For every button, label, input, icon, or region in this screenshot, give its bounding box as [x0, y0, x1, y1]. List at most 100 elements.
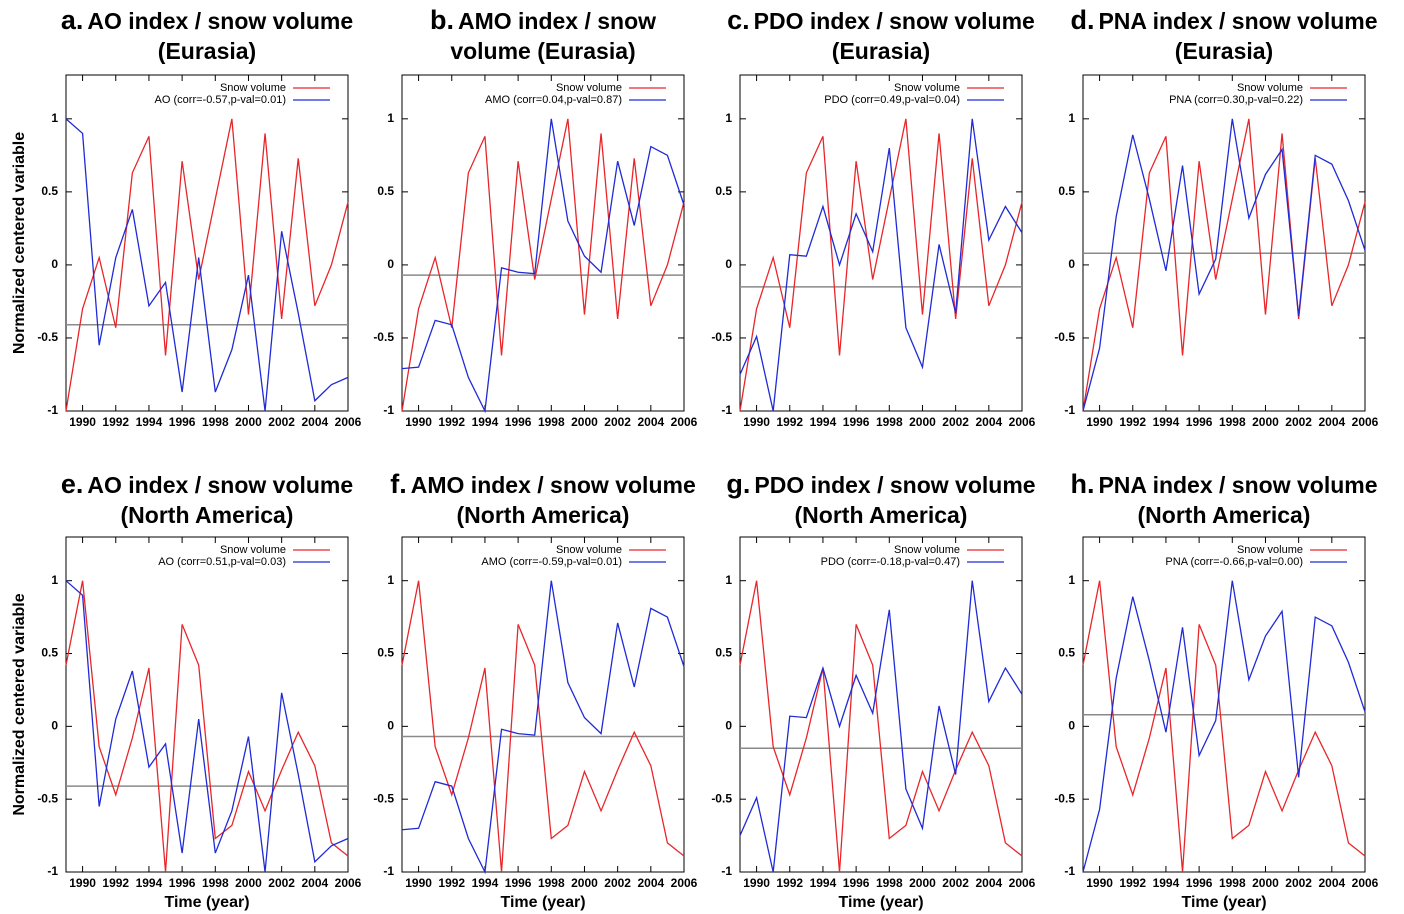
y-tick-label: 1 — [725, 111, 732, 125]
x-tick-label: 2000 — [235, 415, 262, 429]
x-tick-label: 2004 — [301, 415, 328, 429]
plot-frame — [739, 536, 1023, 873]
x-axis-label: Time (year) — [164, 894, 249, 911]
panel-label: d. — [1070, 5, 1095, 35]
y-tick-label: 0 — [51, 257, 58, 271]
x-tick-label: 2000 — [909, 415, 936, 429]
panel: -1 -0.5 0 0.5 1 1990 1992 1994 1996 1998 2000 2002 2… — [373, 536, 698, 911]
panel-label: b. — [429, 5, 454, 35]
legend-label: Snow volume — [556, 82, 622, 94]
y-tick-label: -0.5 — [711, 791, 732, 805]
y-tick-label: -0.5 — [37, 330, 58, 344]
y-tick-label: 0.5 — [41, 646, 58, 660]
y-tick-label: -0.5 — [373, 791, 394, 805]
x-tick-label: 2002 — [942, 876, 969, 890]
series-line — [65, 118, 349, 412]
y-tick-label: -1 — [721, 864, 732, 878]
x-tick-label: 1998 — [876, 415, 903, 429]
y-tick-label: 1 — [1068, 573, 1075, 587]
panel-title: a. AO index / snow volume (Eurasia) — [52, 5, 362, 66]
x-tick-label: 1998 — [1219, 415, 1246, 429]
x-tick-label: 2002 — [268, 415, 295, 429]
x-tick-label: 2006 — [1009, 415, 1036, 429]
x-tick-label: 2002 — [268, 876, 295, 890]
x-tick-label: 2006 — [671, 415, 698, 429]
legend-label: Snow volume — [1237, 82, 1303, 94]
y-tick-label: 1 — [1068, 111, 1075, 125]
x-tick-label: 1996 — [1186, 415, 1213, 429]
legend-label: Snow volume — [894, 82, 960, 94]
legend-label: Snow volume — [220, 544, 286, 556]
x-tick-label: 2000 — [909, 876, 936, 890]
x-tick-label: 2004 — [637, 876, 664, 890]
panel-title: d. PNA index / snow volume (Eurasia) — [1069, 5, 1379, 66]
x-tick-label: 1992 — [1119, 415, 1146, 429]
panel-title-text: AO index / snow volume (North America) — [87, 472, 354, 528]
y-tick-label: 0 — [1068, 257, 1075, 271]
x-tick-label: 1990 — [405, 415, 432, 429]
y-tick-label: -1 — [383, 864, 394, 878]
x-tick-label: 1990 — [405, 876, 432, 890]
plot-frame — [401, 536, 685, 873]
y-tick-label: -0.5 — [373, 330, 394, 344]
y-tick-label: -1 — [47, 403, 58, 417]
x-tick-label: 1992 — [102, 876, 129, 890]
y-tick-label: 0 — [725, 719, 732, 733]
x-tick-label: 1994 — [136, 876, 163, 890]
x-tick-label: 2002 — [942, 415, 969, 429]
series-line — [401, 580, 685, 875]
panel-label: a. — [60, 5, 84, 35]
series-line — [1082, 580, 1366, 873]
x-tick-label: 2006 — [671, 876, 698, 890]
legend-label: Snow volume — [894, 544, 960, 556]
y-tick-label: 0 — [1068, 719, 1075, 733]
x-tick-label: 1990 — [743, 876, 770, 890]
x-tick-label: 2006 — [1352, 876, 1379, 890]
x-tick-label: 1996 — [1186, 876, 1213, 890]
x-tick-label: 1992 — [438, 876, 465, 890]
y-tick-label: 1 — [725, 573, 732, 587]
x-tick-label: 1998 — [202, 415, 229, 429]
y-tick-label: -1 — [721, 403, 732, 417]
x-tick-label: 1990 — [69, 876, 96, 890]
x-tick-label: 2004 — [975, 876, 1002, 890]
panel-title-text: PDO index / snow volume (North America) — [754, 472, 1036, 528]
plot-frame — [65, 536, 349, 873]
x-tick-label: 2004 — [301, 876, 328, 890]
y-tick-label: 0.5 — [41, 184, 58, 198]
x-tick-label: 2000 — [571, 876, 598, 890]
x-axis-label: Time (year) — [1181, 894, 1266, 911]
plot-frame — [1082, 536, 1366, 873]
legend-label: PDO (corr=0.49,p-val=0.04) — [824, 94, 960, 106]
y-tick-label: -1 — [47, 864, 58, 878]
y-tick-label: 0.5 — [377, 184, 394, 198]
legend-label: AO (corr=-0.57,p-val=0.01) — [155, 94, 286, 106]
y-tick-label: 0.5 — [715, 184, 732, 198]
x-tick-label: 1996 — [505, 415, 532, 429]
x-tick-label: 1992 — [102, 415, 129, 429]
panel-label: e. — [60, 469, 84, 499]
panel-title-text: PNA index / snow volume (North America) — [1098, 472, 1378, 528]
legend-label: PNA (corr=-0.66,p-val=0.00) — [1165, 556, 1303, 568]
legend-label: PDO (corr=-0.18,p-val=0.47) — [821, 556, 960, 568]
panel-title: c. PDO index / snow volume (Eurasia) — [726, 5, 1036, 66]
plot-frame — [401, 74, 685, 412]
series-line — [65, 580, 349, 873]
panel-title-text: AO index / snow volume (Eurasia) — [87, 8, 354, 64]
x-tick-label: 1994 — [472, 876, 499, 890]
legend-label: AMO (corr=-0.59,p-val=0.01) — [481, 556, 622, 568]
legend-label: PNA (corr=0.30,p-val=0.22) — [1169, 94, 1303, 106]
x-tick-label: 1998 — [538, 876, 565, 890]
panel-title: e. AO index / snow volume (North America) — [52, 469, 362, 530]
y-tick-label: -0.5 — [37, 791, 58, 805]
y-tick-label: 0.5 — [1058, 184, 1075, 198]
series-line — [65, 118, 349, 412]
x-tick-label: 1994 — [136, 415, 163, 429]
y-tick-label: -1 — [1064, 864, 1075, 878]
y-tick-label: 1 — [387, 111, 394, 125]
panel: -1 -0.5 0 0.5 1 1990 1992 1994 1996 1998 2000 2002 2… — [1054, 74, 1379, 429]
x-tick-label: 1994 — [1153, 415, 1180, 429]
panel-title: h. PNA index / snow volume (North America… — [1069, 469, 1379, 530]
x-tick-label: 2002 — [1285, 876, 1312, 890]
